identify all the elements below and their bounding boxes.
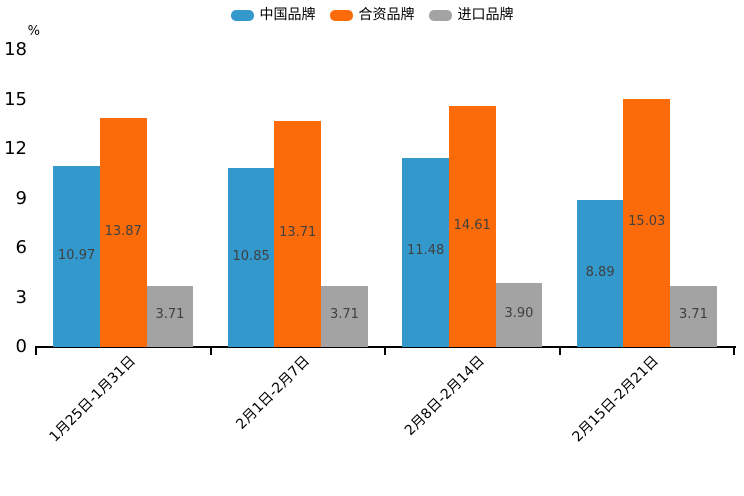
x-axis-tick: [35, 348, 37, 355]
bar-value-label: 3.71: [155, 307, 185, 323]
bar-series1-group3: [402, 157, 449, 347]
legend-item-1[interactable]: 中国品牌: [230, 6, 316, 24]
legend-swatch-icon: [329, 9, 353, 21]
bar-series1-group4: [576, 200, 624, 347]
legend-item-label: 合资品牌: [358, 7, 415, 23]
bar-series3-group2: [321, 285, 368, 347]
y-tick-label: 12: [4, 138, 27, 159]
y-tick-label: 18: [4, 39, 27, 60]
x-axis-line: [35, 346, 736, 348]
bar-series2-group4: [623, 99, 671, 347]
legend-swatch-icon: [230, 9, 254, 21]
y-tick-label: 9: [15, 187, 27, 209]
legend-item-label: 中国品牌: [259, 7, 316, 23]
legend-item-label: 进口品牌: [457, 7, 514, 23]
y-tick-label: 0: [15, 336, 27, 357]
bar-series2-group2: [274, 120, 322, 347]
legend-item-2[interactable]: 合资品牌: [329, 6, 415, 24]
bar-series2-group3: [448, 105, 496, 347]
bar-value-label: 3.90: [504, 305, 534, 321]
bar-series1-group2: [227, 168, 275, 347]
bar-value-label: 3.71: [329, 307, 359, 323]
bar-series3-group3: [495, 282, 543, 347]
bar-value-label: 3.71: [678, 307, 708, 323]
legend-item-3[interactable]: 进口品牌: [428, 6, 514, 24]
bar-value-label: 13.87: [104, 223, 142, 239]
legend: 中国品牌 合资品牌 进口品牌: [0, 6, 744, 24]
y-axis-unit-label: %: [27, 24, 40, 39]
y-tick-label: 15: [4, 88, 27, 110]
bar-series2-group1: [99, 118, 147, 347]
x-axis-tick: [733, 348, 735, 355]
bar-value-label: 8.89: [585, 264, 615, 280]
x-axis-tick: [384, 348, 386, 355]
x-category-label: 2月1日-2月7日: [233, 353, 314, 433]
x-category-label: 2月15日-2月21日: [569, 353, 663, 446]
bar-value-label: 14.61: [453, 217, 491, 233]
x-category-label: 2月8日-2月14日: [401, 353, 488, 439]
y-tick-label: 3: [15, 286, 27, 308]
bar-value-label: 10.97: [58, 247, 96, 263]
bar-value-label: 13.71: [279, 224, 317, 240]
bar-value-label: 11.48: [407, 243, 445, 259]
x-axis-tick: [209, 348, 212, 355]
bar-series1-group1: [53, 166, 100, 347]
x-axis-tick: [558, 348, 561, 355]
bar-value-label: 10.85: [232, 248, 270, 264]
bar-series3-group1: [146, 285, 194, 347]
legend-swatch-icon: [428, 9, 452, 21]
x-category-label: 1月25日-1月31日: [46, 353, 139, 446]
y-tick-label: 6: [15, 237, 27, 258]
bar-series3-group4: [670, 285, 717, 347]
bar-value-label: 15.03: [628, 214, 666, 229]
